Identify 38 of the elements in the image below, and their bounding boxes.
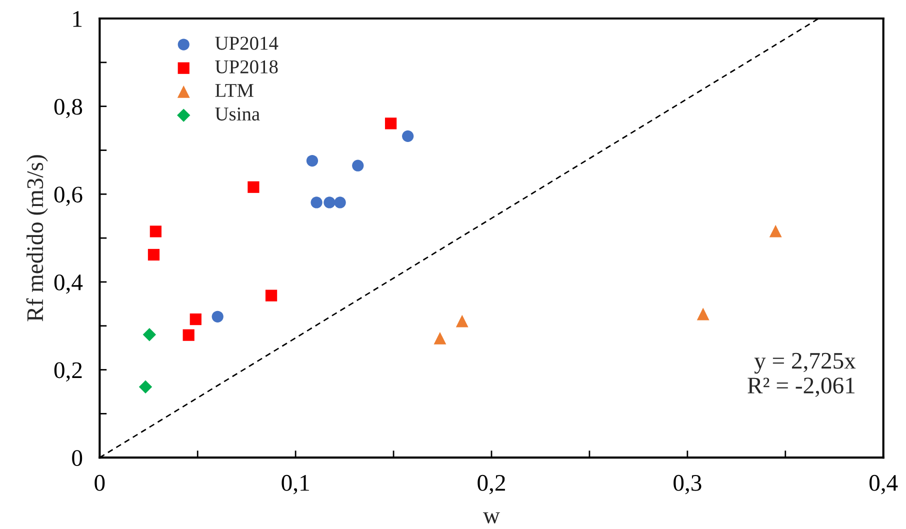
point <box>306 154 318 167</box>
point <box>142 328 156 342</box>
y-tick-label: 0,4 <box>54 274 83 294</box>
point <box>769 224 782 238</box>
y-tick-label: 0,6 <box>54 186 82 206</box>
point <box>212 310 224 322</box>
legend-label: UP2018 <box>215 60 278 74</box>
y-axis-title: Rf medido (m3/s) <box>26 155 48 322</box>
x-tick-label: 0 <box>94 474 105 491</box>
point <box>310 196 322 208</box>
x-tick-label: 0,4 <box>869 474 898 494</box>
x-axis-title: w <box>483 512 500 524</box>
point <box>696 308 710 320</box>
legend-label: Usina <box>215 108 260 121</box>
point <box>150 226 162 238</box>
legend-label: UP2014 <box>215 36 278 50</box>
x-tick-label: 0,2 <box>478 474 505 494</box>
point <box>402 130 414 142</box>
point <box>334 196 346 208</box>
point <box>138 380 152 394</box>
x-tick-label: 0,1 <box>282 474 309 494</box>
x-tick-label: 0,3 <box>674 474 702 494</box>
y-tick-label: 0 <box>72 450 82 466</box>
point <box>248 181 260 193</box>
point <box>182 329 194 341</box>
point <box>148 248 160 261</box>
point <box>190 313 202 326</box>
y-tick-label: 0,2 <box>54 362 82 382</box>
point <box>352 160 364 172</box>
y-tick-label: 0,8 <box>54 98 82 118</box>
point <box>456 314 468 328</box>
y-tick-label: 1 <box>73 11 82 27</box>
legend-label: LTM <box>215 84 254 97</box>
point <box>384 118 397 130</box>
annotation: y = 2,725x R² = -2,061 <box>748 352 856 397</box>
point <box>324 196 336 208</box>
point <box>265 290 278 302</box>
point <box>434 332 446 344</box>
